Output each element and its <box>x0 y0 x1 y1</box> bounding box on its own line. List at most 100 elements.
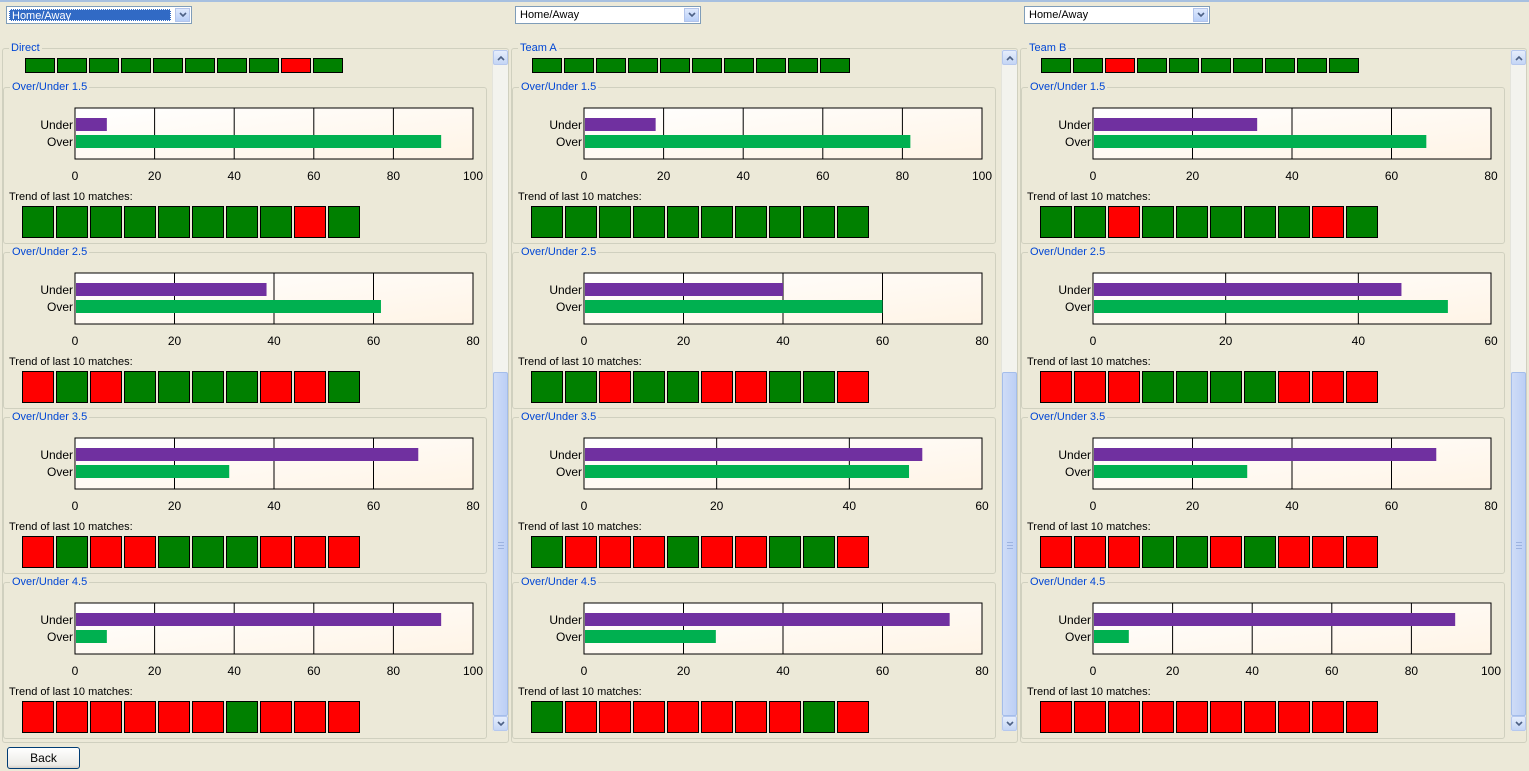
trend-cell-loss <box>837 701 869 733</box>
x-tick-label: 20 <box>677 664 691 678</box>
trend-cell-loss <box>90 536 122 568</box>
x-tick-label: 0 <box>72 664 79 678</box>
x-tick-label: 60 <box>876 664 890 678</box>
trend-cell-win <box>1176 206 1208 238</box>
x-tick-label: 0 <box>1090 499 1097 513</box>
trend-cell-win <box>803 371 835 403</box>
over-under-section: Over/Under 3.5 0 20 40 60 80 Under Over Trend of… <box>1021 411 1505 574</box>
scroll-down-arrow[interactable] <box>493 716 508 731</box>
under-bar <box>76 283 267 296</box>
trend-cell-loss <box>837 536 869 568</box>
over-under-chart: 0 20 40 60 80 Under Over <box>549 602 989 678</box>
over-under-section: Over/Under 1.5 0 20 40 60 80 Under Over Trend of… <box>1021 81 1505 244</box>
over-under-chart: 0 20 40 60 Under Over <box>549 437 989 513</box>
trend-cell-win <box>837 206 869 238</box>
scroll-up-arrow[interactable] <box>1002 50 1017 65</box>
trend-cell-win <box>596 58 626 73</box>
trend-row <box>1040 701 1380 733</box>
scroll-grip-line <box>1516 547 1522 549</box>
x-tick-label: 20 <box>168 499 182 513</box>
trend-cell-loss <box>701 371 733 403</box>
scroll-thumb[interactable] <box>1002 371 1017 716</box>
over-under-chart: 0 20 40 60 80 100 Under Over <box>1058 602 1501 678</box>
trend-cell-win <box>313 58 343 73</box>
trend-cell-win <box>158 206 190 238</box>
over-under-section: Over/Under 3.5 0 20 40 60 80 Under Over Trend of… <box>3 411 487 574</box>
x-tick-label: 0 <box>72 334 79 348</box>
y-category-label: Under <box>1058 283 1091 297</box>
scroll-up-arrow[interactable] <box>1511 50 1526 65</box>
scroll-thumb[interactable] <box>493 371 508 716</box>
trend-cell-win <box>57 58 87 73</box>
trend-cell-win <box>803 701 835 733</box>
trend-cell-win <box>692 58 722 73</box>
window-top-edge <box>0 0 1529 2</box>
x-tick-label: 20 <box>657 169 671 183</box>
trend-cell-win <box>667 206 699 238</box>
trend-cell-loss <box>90 701 122 733</box>
trend-cell-loss <box>599 536 631 568</box>
vertical-scrollbar[interactable] <box>1001 50 1017 731</box>
trend-cell-win <box>121 58 151 73</box>
vertical-scrollbar[interactable] <box>492 50 508 731</box>
vertical-scrollbar[interactable] <box>1510 50 1526 731</box>
chevron-up-icon <box>1006 55 1014 61</box>
trend-row <box>22 206 362 238</box>
trend-cell-loss <box>1074 371 1106 403</box>
under-bar <box>585 118 656 131</box>
chevron-down-icon[interactable] <box>684 8 699 22</box>
trend-cell-loss <box>1278 701 1310 733</box>
trend-label: Trend of last 10 matches: <box>9 191 133 203</box>
chevron-down-icon[interactable] <box>175 8 190 22</box>
under-bar <box>585 448 923 461</box>
over-under-chart: 0 20 40 60 80 100 Under Over <box>40 602 483 678</box>
back-button[interactable]: Back <box>7 747 80 769</box>
panel-1-filter-dropdown[interactable]: Home/Away <box>6 6 192 24</box>
over-under-chart: 0 20 40 60 80 Under Over <box>1058 107 1498 183</box>
trend-cell-win <box>667 371 699 403</box>
x-tick-label: 40 <box>1285 499 1299 513</box>
scroll-up-arrow[interactable] <box>493 50 508 65</box>
plot-area <box>583 437 983 490</box>
trend-cell-loss <box>1312 536 1344 568</box>
trend-cell-win <box>185 58 215 73</box>
y-category-label: Over <box>47 300 73 314</box>
x-tick-label: 40 <box>1246 664 1260 678</box>
scroll-down-arrow[interactable] <box>1511 716 1526 731</box>
trend-cell-win <box>226 701 258 733</box>
y-category-label: Over <box>556 630 582 644</box>
y-category-label: Over <box>47 630 73 644</box>
panel-viewport: Over/Under 1.5 0 20 40 60 80 100 Under Over Trend… <box>511 48 1018 743</box>
scroll-grip-line <box>1007 547 1013 549</box>
chevron-down-icon[interactable] <box>1193 8 1208 22</box>
section-title: Over/Under 1.5 <box>10 81 90 93</box>
x-tick-label: 20 <box>1186 169 1200 183</box>
trend-cell-loss <box>1040 701 1072 733</box>
panel-team-b: Over/Under 1.5 0 20 40 60 80 Under Over Trend of… <box>1020 40 1527 743</box>
trend-cell-win <box>249 58 279 73</box>
trend-row <box>1040 206 1380 238</box>
trend-cell-win <box>226 206 258 238</box>
panel-2-filter-dropdown[interactable]: Home/Away <box>515 6 701 24</box>
trend-cell-win <box>328 371 360 403</box>
panel-3-filter-dropdown[interactable]: Home/Away <box>1024 6 1210 24</box>
y-category-label: Under <box>549 613 582 627</box>
trend-cell-win <box>735 206 767 238</box>
scroll-thumb[interactable] <box>1511 371 1526 716</box>
x-tick-label: 100 <box>463 169 483 183</box>
trend-cell-loss <box>1278 536 1310 568</box>
x-tick-label: 20 <box>677 334 691 348</box>
trend-cell-win <box>701 206 733 238</box>
trend-label: Trend of last 10 matches: <box>9 686 133 698</box>
trend-cell-win <box>25 58 55 73</box>
section-title: Over/Under 4.5 <box>519 576 599 588</box>
x-tick-label: 0 <box>581 334 588 348</box>
over-bar <box>1094 135 1427 148</box>
x-tick-label: 60 <box>307 169 321 183</box>
trend-cell-loss <box>260 371 292 403</box>
trend-cell-loss <box>1074 536 1106 568</box>
scroll-down-arrow[interactable] <box>1002 716 1017 731</box>
trend-cell-win <box>1210 206 1242 238</box>
x-tick-label: 80 <box>975 664 989 678</box>
trend-cell-loss <box>294 371 326 403</box>
